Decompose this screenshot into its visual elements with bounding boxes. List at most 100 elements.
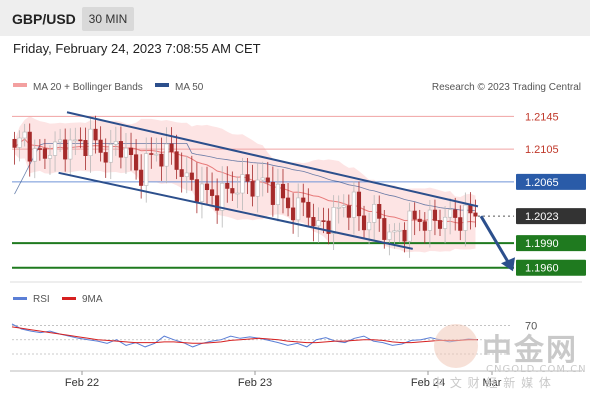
candle-body bbox=[134, 154, 139, 171]
candle-body bbox=[169, 143, 174, 152]
candle-body bbox=[159, 153, 164, 167]
candle-body bbox=[427, 209, 432, 231]
candle-body bbox=[108, 143, 113, 163]
candle-body bbox=[139, 169, 144, 186]
symbol-label: GBP/USD bbox=[12, 11, 76, 27]
candle-body bbox=[22, 131, 27, 139]
price-level-tags: 1.2145 1.2105 1.2065 1.2023 1.1990 1.1960 bbox=[516, 111, 586, 276]
candle-body bbox=[367, 222, 372, 231]
candle-body bbox=[17, 137, 22, 148]
x-tick-label-1: Feb 23 bbox=[238, 377, 272, 389]
candle-body bbox=[432, 209, 438, 221]
candle-body bbox=[174, 151, 179, 170]
candle-body bbox=[453, 209, 458, 218]
candle-body bbox=[128, 147, 134, 156]
candle-body bbox=[270, 181, 275, 205]
candle-body bbox=[356, 191, 362, 217]
x-axis: Feb 22 Feb 23 Feb 24 Mar bbox=[65, 371, 502, 389]
candle-body bbox=[448, 209, 453, 218]
candle-body bbox=[422, 221, 427, 231]
candle-body bbox=[361, 215, 367, 231]
candle-body bbox=[68, 139, 73, 160]
ma9-legend-swatch bbox=[62, 297, 76, 300]
x-tick-label-2: Feb 24 bbox=[411, 377, 445, 389]
x-tick-label-3: Mar bbox=[483, 377, 502, 389]
candle-body bbox=[311, 217, 316, 227]
candle-body bbox=[204, 183, 210, 191]
rsi-panel: 70 bbox=[11, 320, 537, 355]
candle-body bbox=[377, 204, 382, 219]
candle-body bbox=[291, 207, 296, 221]
candle-body bbox=[194, 179, 199, 202]
candle-body bbox=[301, 197, 306, 203]
chart-datetime: Friday, February 24, 2023 7:08:55 AM CET bbox=[13, 41, 261, 56]
candle-body bbox=[98, 139, 103, 153]
candle-body bbox=[296, 197, 301, 221]
chart-header: GBP/USD 30 MIN bbox=[0, 0, 590, 36]
candle-body bbox=[473, 212, 478, 217]
forecast-arrow-head bbox=[501, 257, 515, 272]
level-tag-label-5: 1.1960 bbox=[525, 263, 559, 275]
candle-body bbox=[154, 153, 159, 156]
forecast-arrow bbox=[479, 215, 515, 272]
candle-body bbox=[118, 141, 123, 158]
level-tag-3 bbox=[516, 208, 586, 225]
candle-body bbox=[407, 210, 412, 242]
candle-body bbox=[123, 147, 129, 158]
credit-label: Research © 2023 Trading Central bbox=[432, 82, 581, 93]
candle-body bbox=[250, 181, 255, 197]
candle-body bbox=[58, 139, 63, 143]
candle-body bbox=[240, 174, 245, 194]
level-tag-label-4: 1.1990 bbox=[525, 238, 559, 250]
candle-body bbox=[458, 217, 463, 231]
candle-body bbox=[164, 143, 169, 167]
candle-body bbox=[402, 229, 407, 242]
rsi-legend-label: RSI bbox=[33, 294, 50, 305]
candle-body bbox=[306, 201, 311, 218]
candle-body bbox=[321, 220, 326, 222]
level-tag-2 bbox=[516, 173, 586, 190]
candle-body bbox=[93, 128, 98, 141]
watermark-subtitle: 中 文 财 经 新 媒 体 bbox=[432, 376, 552, 390]
rsi-tick-label: 70 bbox=[525, 320, 537, 332]
candle-body bbox=[341, 205, 346, 208]
candle-body bbox=[275, 183, 280, 205]
candle-body bbox=[382, 218, 387, 240]
candle-body bbox=[387, 231, 392, 240]
level-tag-label-3: 1.2023 bbox=[525, 211, 559, 223]
candle-body bbox=[331, 207, 336, 234]
level-tag-5 bbox=[516, 259, 586, 276]
candle-body bbox=[397, 229, 402, 232]
candles bbox=[12, 115, 478, 258]
candle-body bbox=[260, 177, 265, 181]
candle-body bbox=[280, 183, 286, 199]
candle-body bbox=[326, 220, 331, 234]
ma20-legend-swatch bbox=[13, 83, 27, 87]
candle-body bbox=[149, 153, 154, 155]
ma20-legend-label: MA 20 + Bollinger Bands bbox=[33, 82, 143, 93]
candle-body bbox=[103, 152, 108, 163]
candle-body bbox=[179, 169, 184, 177]
watermark-title: 中金网 bbox=[482, 333, 578, 368]
candle-body bbox=[372, 204, 377, 223]
candle-body bbox=[285, 197, 291, 209]
candle-body bbox=[32, 148, 37, 162]
price-levels bbox=[12, 115, 514, 269]
ma9-legend-label: 9MA bbox=[82, 294, 103, 305]
candle-body bbox=[47, 155, 53, 159]
candle-body bbox=[316, 220, 321, 227]
candle-body bbox=[392, 230, 397, 233]
candle-body bbox=[468, 204, 473, 214]
timeframe-button[interactable]: 30 MIN bbox=[82, 7, 134, 31]
level-tag-label-0: 1.2145 bbox=[525, 111, 559, 123]
level-tag-4 bbox=[516, 235, 586, 252]
forecast-arrow-shaft bbox=[479, 215, 512, 267]
candle-body bbox=[245, 174, 250, 182]
x-tick-label-0: Feb 22 bbox=[65, 377, 99, 389]
candle-body bbox=[184, 172, 189, 177]
candle-body bbox=[235, 192, 240, 195]
candle-body bbox=[215, 195, 220, 211]
candle-body bbox=[437, 220, 443, 229]
candle-body bbox=[346, 205, 351, 218]
